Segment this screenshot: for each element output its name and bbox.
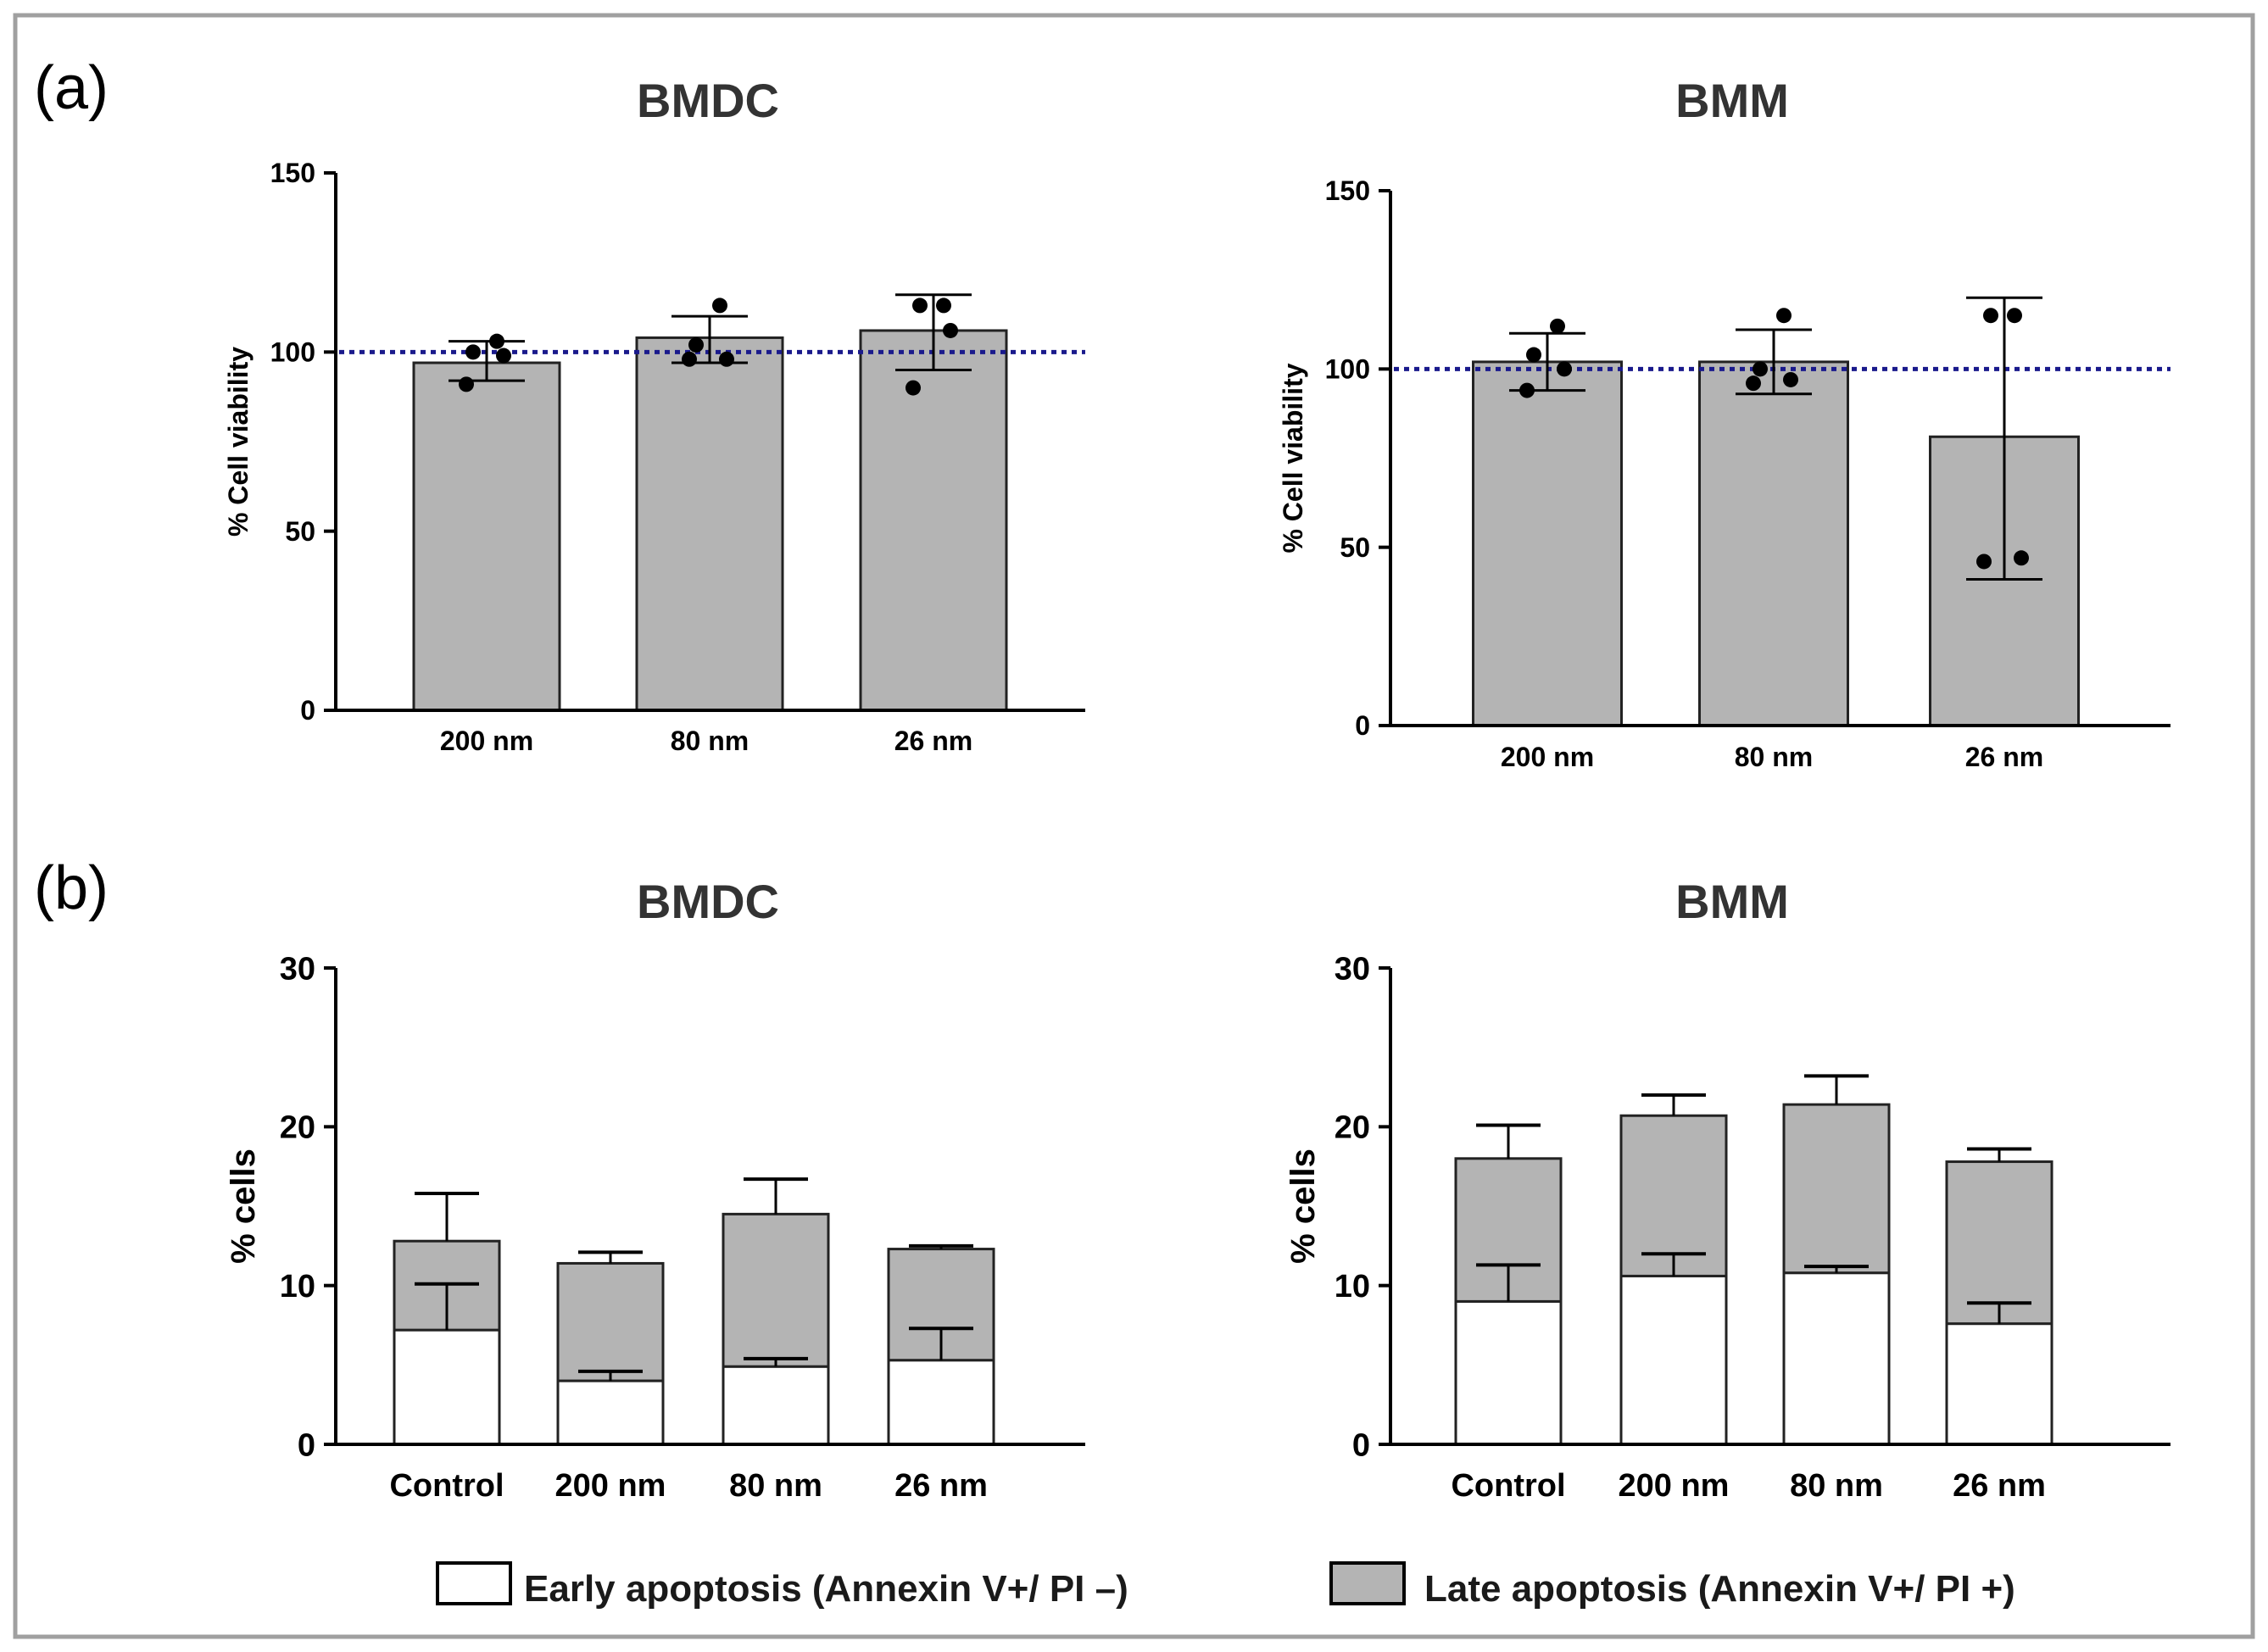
data-point bbox=[2007, 308, 2022, 324]
y-tick-label: 0 bbox=[298, 1427, 315, 1463]
y-tick-label: 20 bbox=[1335, 1110, 1370, 1146]
bar-early-apoptosis bbox=[1619, 1274, 1728, 1446]
data-point bbox=[1976, 553, 1992, 570]
chart-title-b-bmm: BMM bbox=[1675, 875, 1789, 928]
y-tick-label: 100 bbox=[1325, 354, 1370, 385]
y-tick-label: 30 bbox=[280, 951, 315, 987]
bar-early-apoptosis bbox=[556, 1379, 665, 1446]
bar-late-apoptosis bbox=[1619, 1114, 1728, 1277]
data-point bbox=[459, 376, 474, 392]
data-point bbox=[1983, 308, 1998, 324]
bar-early-apoptosis bbox=[887, 1359, 995, 1446]
figure-border bbox=[13, 13, 2255, 1639]
bar bbox=[859, 329, 1008, 712]
y-tick-label: 0 bbox=[1352, 1427, 1370, 1463]
bar-late-apoptosis bbox=[722, 1212, 830, 1368]
bar-early-apoptosis bbox=[1945, 1322, 2053, 1446]
x-tick-label: 200 nm bbox=[555, 1468, 666, 1504]
x-tick-label: 26 nm bbox=[1953, 1468, 2046, 1504]
y-tick-label: 0 bbox=[300, 695, 315, 726]
data-point bbox=[496, 348, 511, 364]
x-tick-label: 80 nm bbox=[729, 1468, 822, 1504]
data-point bbox=[682, 351, 697, 367]
legend-label-late: Late apoptosis (Annexin V+/ PI +) bbox=[1424, 1568, 2015, 1610]
data-point bbox=[2014, 550, 2029, 566]
y-tick-label: 10 bbox=[1335, 1269, 1370, 1304]
bar bbox=[1698, 360, 1849, 727]
x-tick-label: 80 nm bbox=[1790, 1468, 1883, 1504]
bar bbox=[1472, 360, 1623, 727]
data-point bbox=[1557, 361, 1572, 377]
y-tick-label: 30 bbox=[1335, 951, 1370, 987]
data-point bbox=[936, 298, 951, 314]
chart-a-bmm: BMM % Cell viability 0 50 100 150 200 nm 80 nm 2… bbox=[1278, 74, 2170, 772]
legend-swatch-late bbox=[1329, 1561, 1406, 1605]
data-point bbox=[719, 351, 734, 367]
data-point bbox=[1783, 371, 1798, 387]
bar-late-apoptosis bbox=[1782, 1103, 1891, 1275]
y-tick-label: 0 bbox=[1355, 710, 1370, 741]
bar-early-apoptosis bbox=[1782, 1271, 1891, 1446]
bar-late-apoptosis bbox=[1945, 1160, 2053, 1326]
data-point bbox=[688, 337, 704, 353]
bar-early-apoptosis bbox=[1454, 1299, 1563, 1446]
chart-b-bmdc: BMDC % cells 0 10 20 30 Control 200 nm 80 nm 26 n… bbox=[225, 875, 1085, 1504]
panel-b-label: (b) bbox=[34, 854, 109, 922]
data-point bbox=[1776, 308, 1792, 324]
data-point bbox=[489, 333, 504, 349]
y-tick-label: 20 bbox=[280, 1110, 315, 1146]
y-tick-label: 50 bbox=[1340, 532, 1370, 563]
x-tick-label: 200 nm bbox=[1619, 1468, 1730, 1504]
chart-b-bmm: BMM % cells 0 10 20 30 Control 200 nm 80 nm 26 nm bbox=[1284, 875, 2170, 1504]
data-point bbox=[1526, 347, 1541, 363]
x-tick-label: 26 nm bbox=[894, 1468, 988, 1504]
y-axis-label-b-bmdc: % cells bbox=[225, 1149, 262, 1264]
x-tick-label: Control bbox=[1451, 1468, 1565, 1504]
x-tick-label: 200 nm bbox=[1501, 742, 1594, 772]
y-tick-label: 150 bbox=[1325, 175, 1370, 206]
bar-early-apoptosis bbox=[722, 1365, 830, 1446]
data-point bbox=[1550, 318, 1565, 334]
data-point bbox=[465, 344, 481, 360]
y-tick-label: 100 bbox=[270, 337, 315, 368]
bar-early-apoptosis bbox=[393, 1328, 501, 1446]
panel-a-label: (a) bbox=[34, 54, 109, 122]
data-point bbox=[943, 322, 958, 338]
legend-label-early: Early apoptosis (Annexin V+/ PI –) bbox=[524, 1568, 1128, 1610]
x-tick-label: 200 nm bbox=[440, 726, 533, 756]
bar bbox=[412, 361, 561, 712]
x-tick-label: Control bbox=[389, 1468, 504, 1504]
chart-a-bmdc: BMDC % Cell viability 0 50 100 150 200 nm 80 nm… bbox=[223, 74, 1085, 756]
data-point bbox=[1746, 375, 1761, 392]
data-point bbox=[712, 298, 727, 314]
data-point bbox=[1519, 382, 1535, 398]
y-tick-label: 150 bbox=[270, 158, 315, 188]
y-axis-label-b-bmm: % cells bbox=[1284, 1149, 1322, 1264]
x-tick-label: 80 nm bbox=[671, 726, 749, 756]
y-tick-label: 50 bbox=[285, 516, 315, 547]
data-point bbox=[912, 298, 928, 314]
data-point bbox=[906, 380, 921, 396]
y-axis-label-a-bmm: % Cell viability bbox=[1278, 363, 1308, 553]
chart-title-b-bmdc: BMDC bbox=[637, 875, 779, 928]
y-tick-label: 10 bbox=[280, 1269, 315, 1304]
y-axis-label-a-bmdc: % Cell viability bbox=[223, 347, 254, 537]
bar-late-apoptosis bbox=[556, 1261, 665, 1382]
x-tick-label: 80 nm bbox=[1735, 742, 1813, 772]
x-tick-label: 26 nm bbox=[1965, 742, 2043, 772]
legend-swatch-early bbox=[436, 1561, 512, 1605]
chart-title-a-bmm: BMM bbox=[1675, 74, 1789, 127]
bar bbox=[635, 336, 784, 712]
x-tick-label: 26 nm bbox=[894, 726, 972, 756]
data-point bbox=[1753, 361, 1768, 377]
chart-title-a-bmdc: BMDC bbox=[637, 74, 779, 127]
legend: Early apoptosis (Annexin V+/ PI –) Late … bbox=[436, 1561, 2015, 1610]
